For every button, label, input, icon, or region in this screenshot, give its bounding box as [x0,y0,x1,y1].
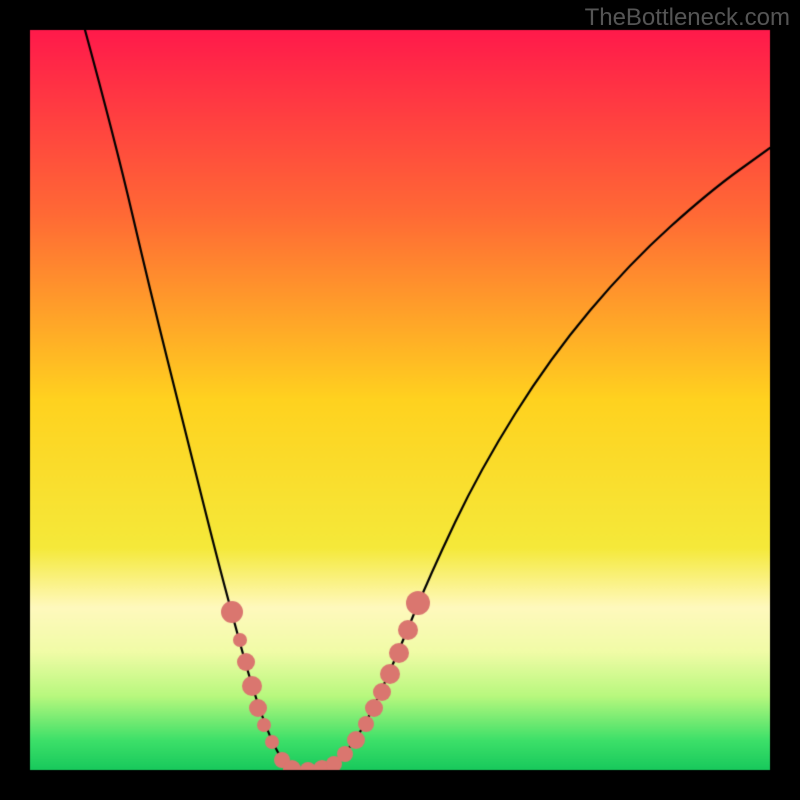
chart-container: TheBottleneck.com [0,0,800,800]
watermark-text: TheBottleneck.com [585,4,790,32]
bottleneck-chart-canvas [0,0,800,800]
